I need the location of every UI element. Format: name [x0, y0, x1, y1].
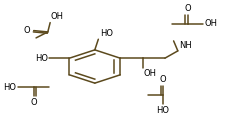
Text: HO: HO	[100, 28, 114, 38]
Text: NH: NH	[179, 41, 192, 50]
Text: O: O	[184, 4, 191, 13]
Text: OH: OH	[205, 19, 218, 28]
Text: O: O	[30, 98, 37, 107]
Text: OH: OH	[144, 69, 157, 78]
Text: O: O	[23, 26, 30, 35]
Text: HO: HO	[156, 106, 169, 115]
Text: OH: OH	[51, 12, 64, 21]
Text: HO: HO	[3, 83, 16, 92]
Text: O: O	[160, 75, 166, 84]
Text: HO: HO	[35, 54, 48, 63]
